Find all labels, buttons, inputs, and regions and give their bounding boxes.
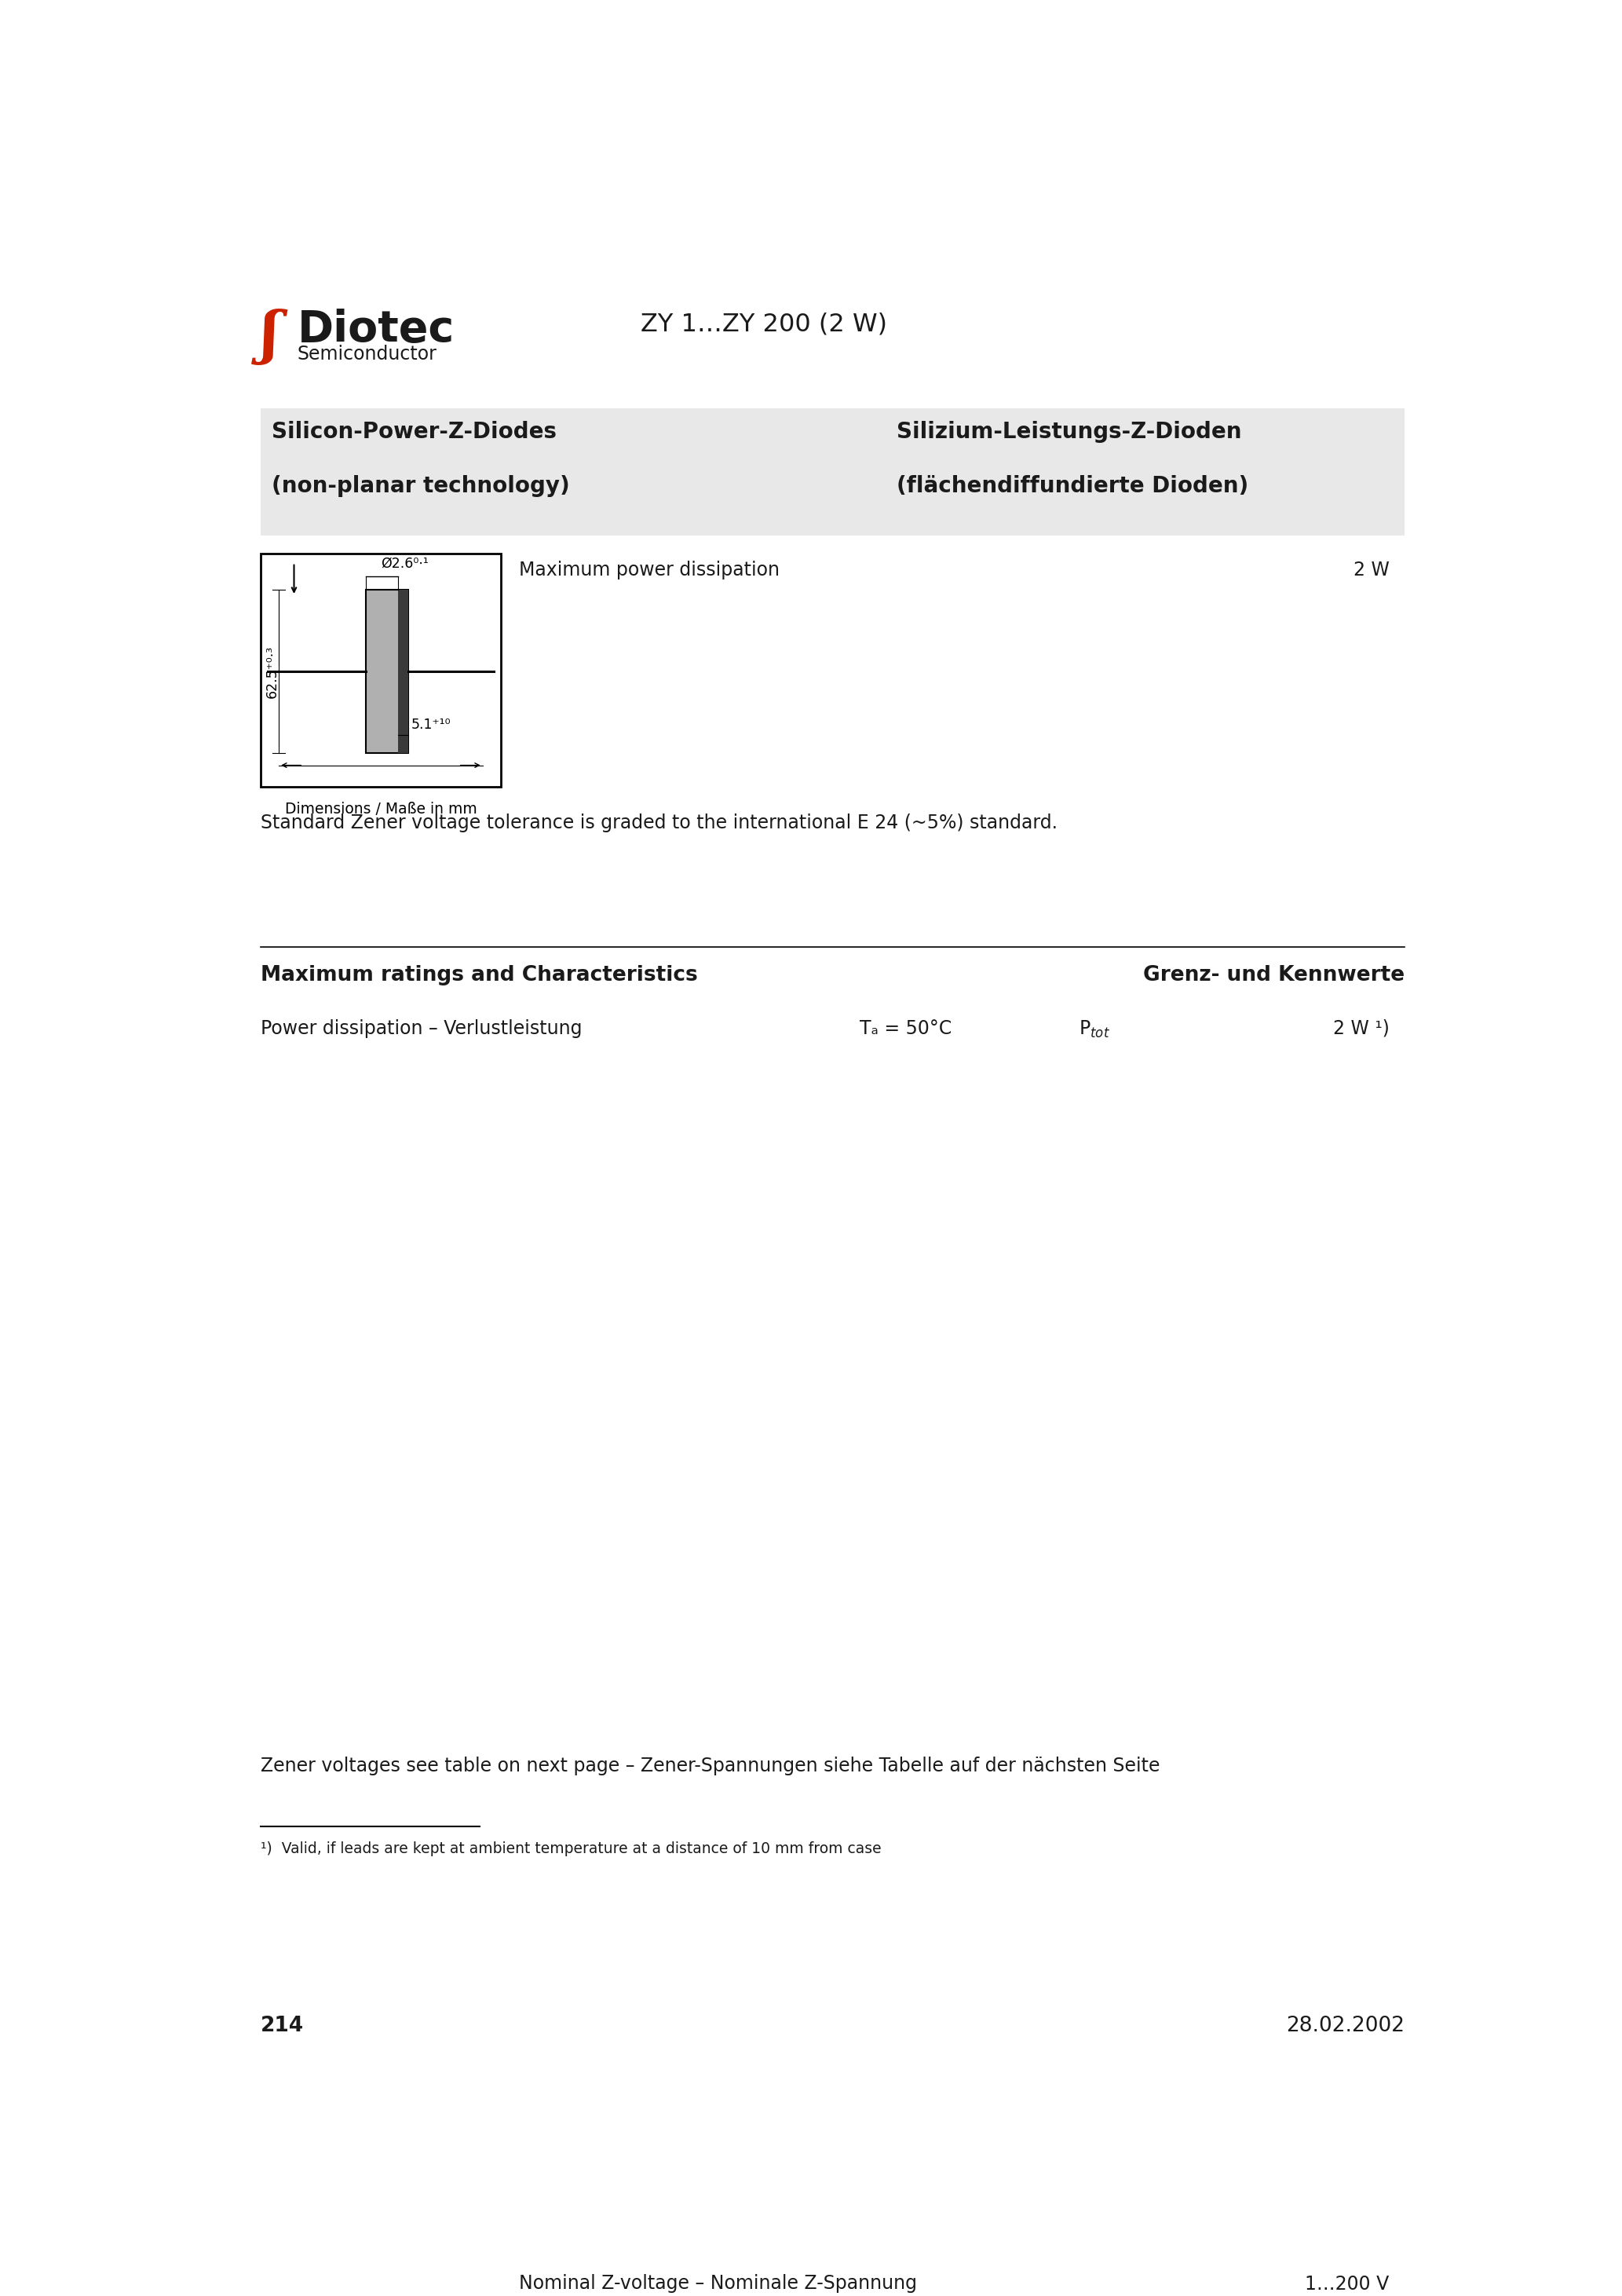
Text: Power dissipation – Verlustleistung: Power dissipation – Verlustleistung [261, 1019, 582, 1038]
Text: ʃ: ʃ [261, 308, 279, 365]
Text: Maximum power dissipation: Maximum power dissipation [519, 560, 780, 581]
Text: (non-planar technology): (non-planar technology) [271, 475, 569, 496]
Text: Nominal Z-voltage – Nominale Z-Spannung: Nominal Z-voltage – Nominale Z-Spannung [519, 2275, 916, 2294]
Text: Silizium-Leistungs-Z-Dioden: Silizium-Leistungs-Z-Dioden [897, 420, 1241, 443]
Text: (flächendiffundierte Dioden): (flächendiffundierte Dioden) [897, 475, 1249, 496]
Text: Zener voltages see table on next page – Zener-Spannungen siehe Tabelle auf der n: Zener voltages see table on next page – … [261, 1756, 1160, 1775]
Text: Maximum ratings and Characteristics: Maximum ratings and Characteristics [261, 964, 697, 985]
Text: 5.1⁺¹⁰: 5.1⁺¹⁰ [410, 719, 451, 732]
Text: Diotec: Diotec [297, 308, 454, 351]
Text: ¹)  Valid, if leads are kept at ambient temperature at a distance of 10 mm from : ¹) Valid, if leads are kept at ambient t… [261, 1841, 881, 1857]
Text: 214: 214 [261, 2016, 303, 2037]
Text: Silicon-Power-Z-Diodes: Silicon-Power-Z-Diodes [271, 420, 556, 443]
Text: P$_{tot}$: P$_{tot}$ [1079, 1019, 1111, 1040]
Text: Standard Zener voltage tolerance is graded to the international E 24 (~5%) stand: Standard Zener voltage tolerance is grad… [261, 813, 1058, 833]
Bar [365, 590, 409, 753]
Text: ZY 1…ZY 200 (2 W): ZY 1…ZY 200 (2 W) [641, 312, 887, 335]
Text: Grenz- und Kennwerte: Grenz- und Kennwerte [1144, 964, 1405, 985]
Text: 28.02.2002: 28.02.2002 [1286, 2016, 1405, 2037]
Text: Ø2.6⁰⋅¹: Ø2.6⁰⋅¹ [381, 556, 428, 572]
Bar [261, 409, 1405, 535]
Bar [261, 553, 501, 788]
Text: 1…200 V: 1…200 V [1306, 2275, 1388, 2294]
Text: Tₐ = 50°C: Tₐ = 50°C [860, 1019, 952, 1038]
Text: 62.5⁺⁰⋅³: 62.5⁺⁰⋅³ [266, 645, 279, 698]
Text: 2 W ¹): 2 W ¹) [1333, 1019, 1388, 1038]
Text: Semiconductor: Semiconductor [297, 344, 436, 363]
Text: Dimensions / Maße in mm: Dimensions / Maße in mm [284, 801, 477, 817]
Text: 2 W: 2 W [1353, 560, 1388, 581]
Bar [399, 590, 409, 753]
